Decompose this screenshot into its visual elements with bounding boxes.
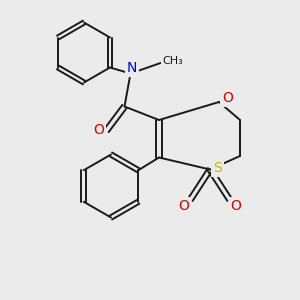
Text: O: O [94, 124, 104, 137]
Text: O: O [231, 199, 242, 212]
Text: S: S [213, 161, 222, 175]
Text: CH₃: CH₃ [163, 56, 184, 66]
Text: N: N [127, 61, 137, 75]
Text: O: O [178, 199, 189, 212]
Text: O: O [222, 92, 233, 105]
